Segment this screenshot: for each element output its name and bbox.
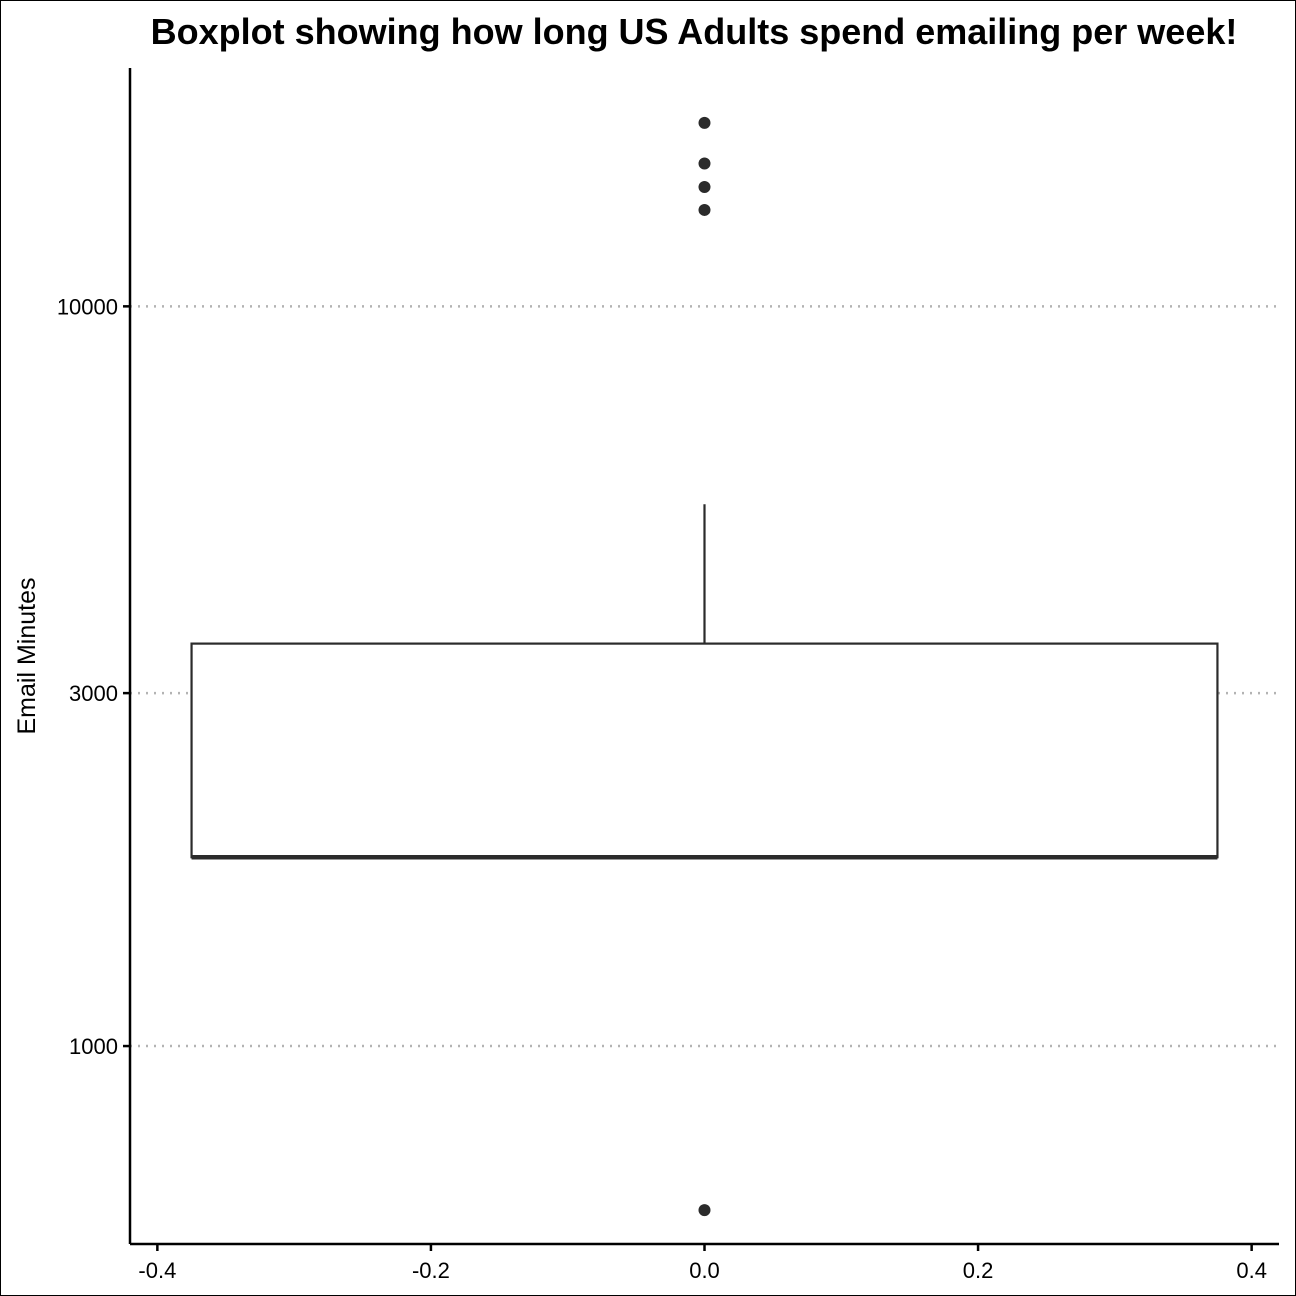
iqr-box	[190, 642, 1219, 859]
x-tick-label--0.2: -0.2	[412, 1258, 450, 1283]
outlier-points	[698, 116, 711, 1217]
outlier-point-5	[698, 116, 711, 129]
y-tick-label-3000: 3000	[69, 681, 118, 706]
y-tick-label-10000: 10000	[57, 294, 118, 319]
x-tick-label-0.4: 0.4	[1236, 1258, 1267, 1283]
outlier-point-4	[698, 157, 711, 170]
outlier-point-2	[698, 203, 711, 216]
x-tick-label--0.4: -0.4	[138, 1258, 176, 1283]
axes: 1000 3000 10000 -0.4 -0.2 0.0 0.2 0.4	[57, 68, 1279, 1283]
y-tick-label-1000: 1000	[69, 1034, 118, 1059]
box-group	[190, 504, 1219, 860]
x-tick-label-0.0: 0.0	[689, 1258, 720, 1283]
y-axis-label: Email Minutes	[13, 578, 41, 735]
x-tick-label-0.2: 0.2	[963, 1258, 994, 1283]
outlier-point-1	[698, 1204, 711, 1217]
outlier-point-3	[698, 180, 711, 193]
chart-title: Boxplot showing how long US Adults spend…	[151, 11, 1238, 52]
